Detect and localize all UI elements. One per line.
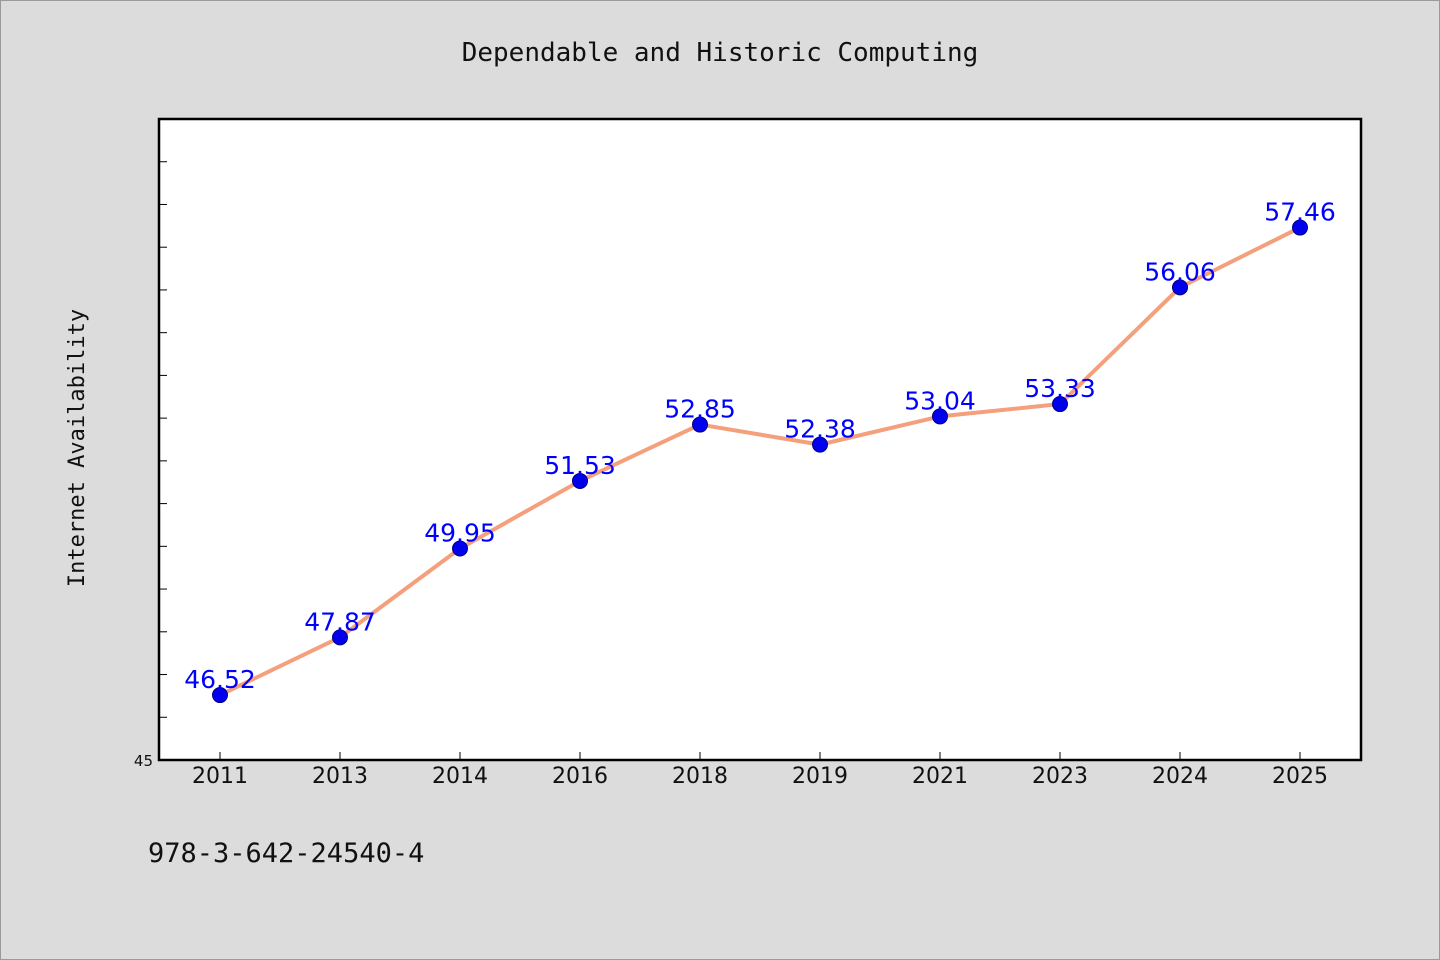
- data-label: 46.52: [184, 665, 256, 694]
- data-point: [332, 629, 348, 646]
- data-label: 53.04: [904, 386, 976, 415]
- x-tick-label: 2014: [432, 764, 488, 789]
- isbn-text: 978-3-642-24540-4: [148, 838, 424, 869]
- x-tick-label: 2019: [792, 764, 848, 789]
- y-tick-label-min: 45: [134, 752, 153, 770]
- x-tick-label: 2016: [552, 764, 608, 789]
- x-tick-label: 2011: [192, 764, 248, 789]
- series-markers: [212, 219, 1308, 704]
- x-tick-label: 2025: [1272, 764, 1328, 789]
- x-tick-label: 2023: [1032, 764, 1088, 789]
- data-point: [1292, 219, 1308, 236]
- data-label: 57.46: [1264, 198, 1336, 227]
- data-point: [452, 540, 468, 557]
- data-label: 56.06: [1144, 257, 1216, 286]
- plot-area: [157, 117, 1363, 762]
- y-axis-ticks: [159, 161, 167, 718]
- data-label: 53.33: [1024, 374, 1096, 403]
- chart-title: Dependable and Historic Computing: [462, 38, 979, 68]
- data-label: 47.87: [304, 607, 376, 636]
- data-point: [212, 687, 228, 704]
- data-point: [692, 416, 708, 433]
- data-labels: 46.52 47.87 49.95 51.53 52.85 52.38 53.04 53.33…: [184, 198, 1336, 695]
- x-tick-label: 2024: [1152, 764, 1208, 789]
- data-label: 49.95: [424, 518, 496, 547]
- data-point: [1052, 396, 1068, 413]
- x-tick-label: 2021: [912, 764, 968, 789]
- data-point: [1172, 279, 1188, 296]
- x-tick-label: 2013: [312, 764, 368, 789]
- x-tick-label: 2018: [672, 764, 728, 789]
- data-label: 52.38: [784, 415, 856, 444]
- x-axis-ticks: 2011 2013 2014 2016 2018 2019 2021 2023 2024 2025: [192, 752, 1328, 789]
- data-label: 52.85: [664, 395, 736, 424]
- data-point: [572, 472, 588, 489]
- data-point: [812, 436, 828, 453]
- series-line: [218, 225, 1302, 698]
- data-point: [932, 408, 948, 425]
- data-label: 51.53: [544, 451, 616, 480]
- y-axis-label: Internet Availability: [65, 309, 90, 587]
